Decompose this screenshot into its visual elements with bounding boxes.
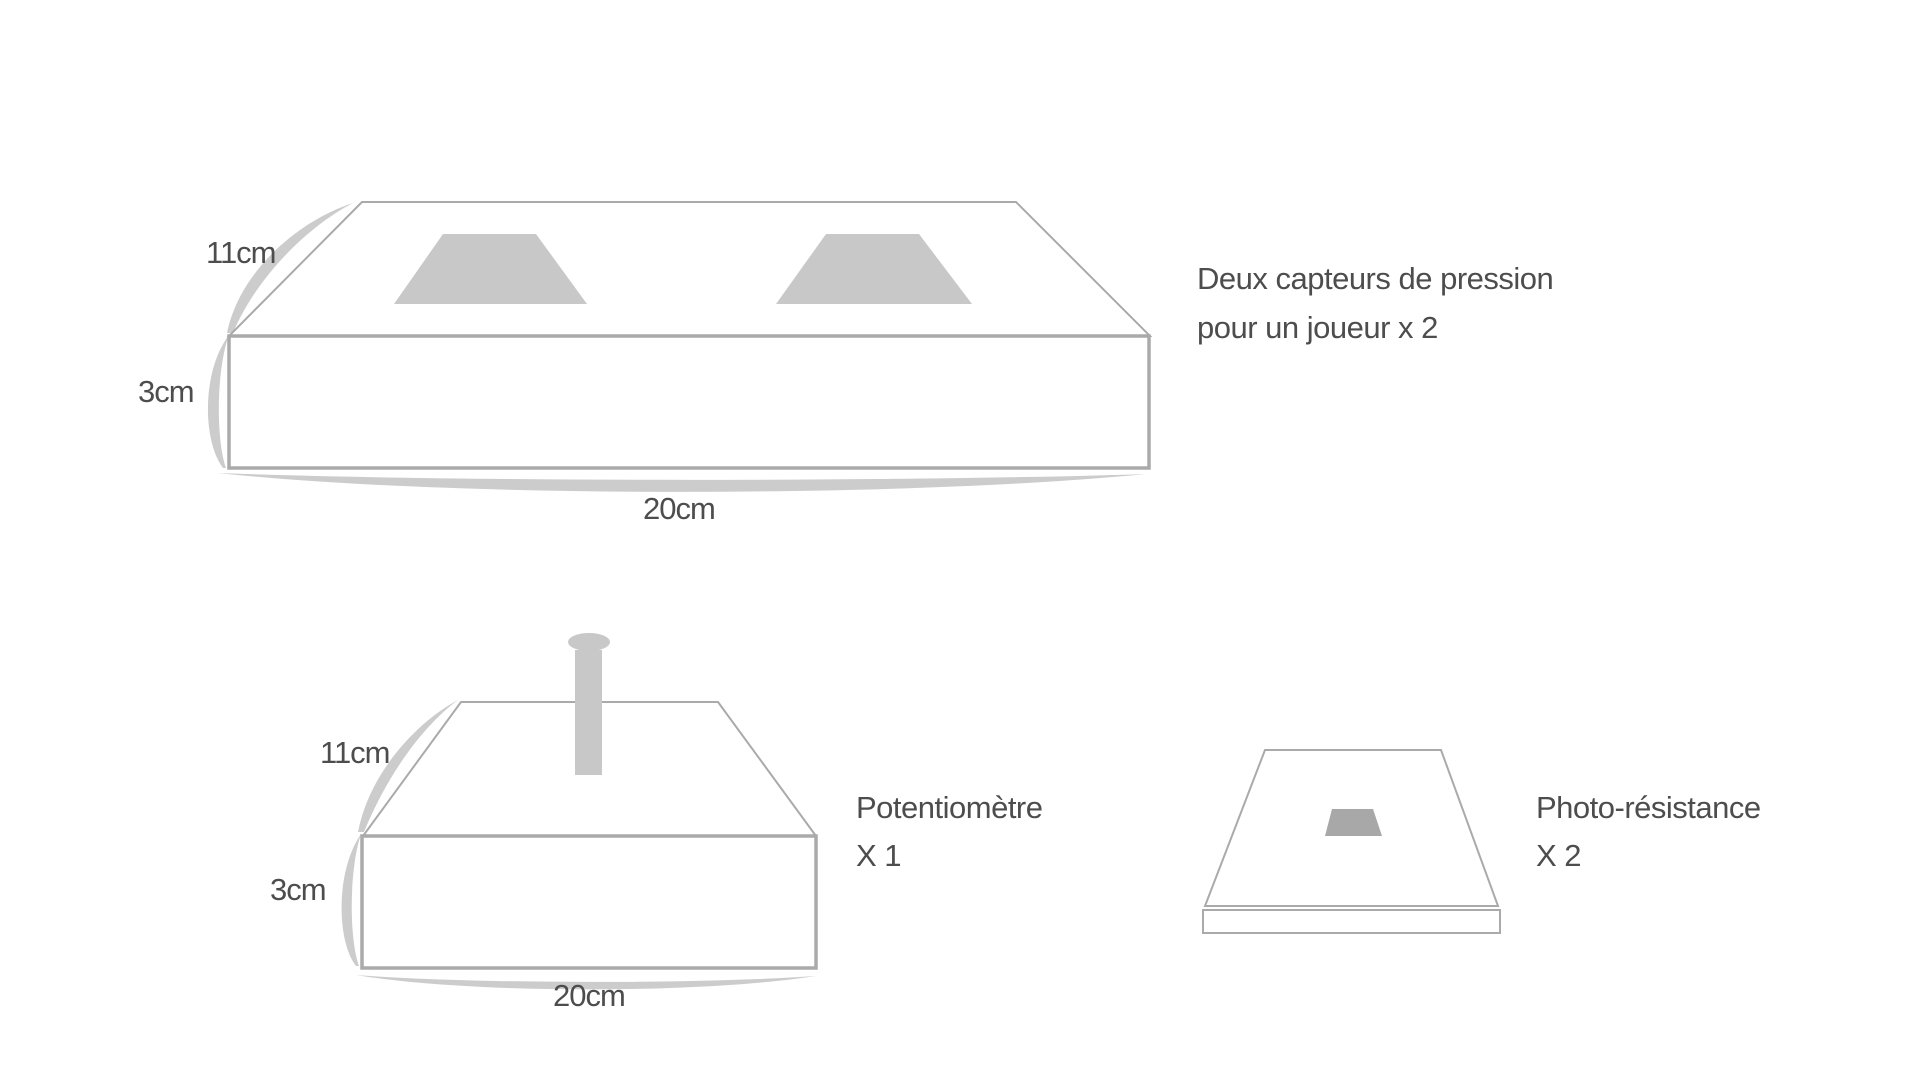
- height-dimension-arc: [341, 834, 361, 966]
- photoresistor-element: [1325, 809, 1382, 836]
- width-dimension-arc: [218, 473, 1146, 492]
- box-top-face: [226, 201, 1153, 337]
- height-label: 3cm: [270, 872, 326, 907]
- pressure-description-line1: Deux capteurs de pression: [1197, 261, 1553, 296]
- photoresistor-box: Photo-résistance X 2: [1202, 749, 1761, 934]
- pressure-description-line2: pour un joueur x 2: [1197, 310, 1438, 345]
- width-label: 20cm: [643, 491, 715, 526]
- pressure-sensor-pad: [776, 234, 972, 304]
- box-front-face: [360, 834, 818, 970]
- depth-dimension-arc: [358, 700, 458, 832]
- height-dimension-arc: [207, 335, 229, 468]
- photoresistor-description-line2: X 2: [1536, 838, 1581, 873]
- depth-label: 11cm: [206, 235, 276, 270]
- height-label: 3cm: [138, 374, 194, 409]
- depth-label: 11cm: [320, 735, 390, 770]
- pressure-sensor-box: 11cm 3cm 20cm Deux capteurs de pression …: [138, 201, 1554, 526]
- photoresistor-description-line1: Photo-résistance: [1536, 790, 1761, 825]
- potentiometer-knob-top: [568, 633, 610, 651]
- width-label: 20cm: [553, 978, 625, 1013]
- width-dimension-arc: [356, 975, 816, 990]
- box-front-face: [227, 334, 1151, 470]
- potentiometer-box: 11cm 3cm 20cm Potentiomètre X 1: [270, 633, 1043, 1013]
- potentiometer-description-line2: X 1: [856, 838, 901, 873]
- board-base-plate: [1202, 909, 1501, 934]
- pressure-sensor-pad: [394, 234, 587, 304]
- potentiometer-shaft-visible: [575, 652, 602, 775]
- potentiometer-description-line1: Potentiomètre: [856, 790, 1043, 825]
